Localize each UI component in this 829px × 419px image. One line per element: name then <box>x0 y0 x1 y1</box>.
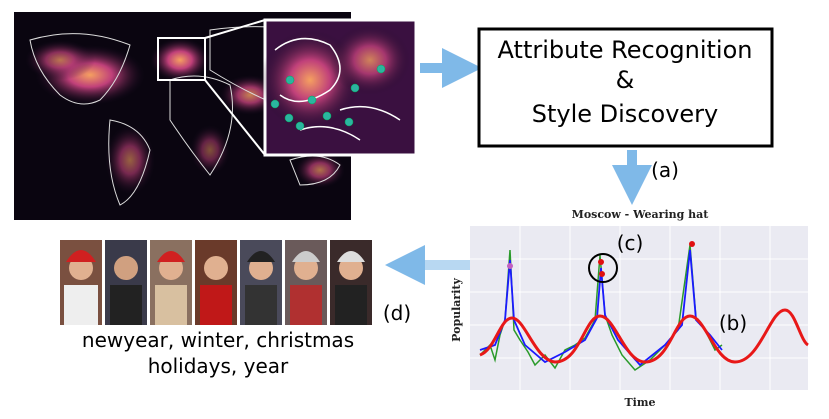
chart-title: Moscow - Wearing hat <box>572 208 710 221</box>
label-c: (c) <box>617 231 644 255</box>
y-axis-label: Popularity <box>450 278 463 342</box>
plot-area <box>470 226 810 390</box>
label-a: (a) <box>651 158 679 182</box>
zoom-inset <box>260 18 418 157</box>
box-line: & <box>616 66 635 94</box>
photo-strip <box>60 240 372 325</box>
box-line: Style Discovery <box>532 100 718 128</box>
tags-line: holidays, year <box>148 354 289 378</box>
label-b: (b) <box>719 311 747 335</box>
process-box <box>477 27 774 148</box>
box-line: Attribute Recognition <box>498 36 753 64</box>
x-axis-label: Time <box>624 396 655 409</box>
label-d: (d) <box>383 301 411 325</box>
tags-line: newyear, winter, christmas <box>82 328 354 352</box>
